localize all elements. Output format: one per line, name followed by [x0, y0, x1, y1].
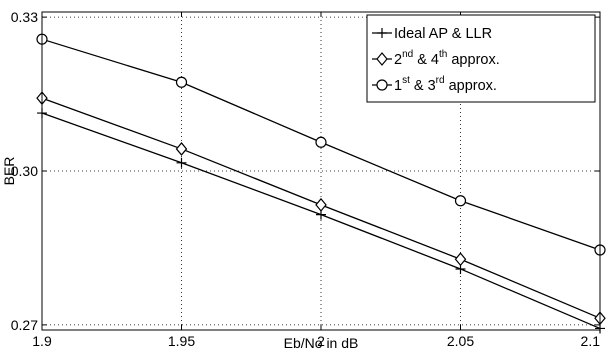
legend-marker-diamond	[376, 52, 388, 66]
data-point-plus	[176, 157, 187, 168]
y-tick-label: 0.27	[11, 317, 38, 333]
tick-layer: 1.9 1.95 2 2.05 2.1 0.27 0.30 0.33	[11, 9, 601, 349]
data-point-diamond	[175, 142, 188, 156]
x-tick-label: 1.9	[32, 333, 52, 349]
y-axis-label: BER	[1, 157, 17, 186]
data-point-circle	[454, 195, 467, 207]
legend-label: 2nd​ & 4th​ approx.	[394, 49, 500, 68]
x-tick-label: 2.05	[447, 333, 474, 349]
legend-label: Ideal AP & LLR	[394, 26, 492, 42]
legend: Ideal AP & LLR 2nd​ & 4th​ approx. 1st​ & …	[366, 14, 596, 103]
legend-box	[366, 14, 596, 103]
series-diamond	[36, 91, 606, 326]
data-point-diamond	[315, 197, 327, 212]
data-point-circle	[315, 136, 327, 148]
x-tick-label: 2	[317, 333, 325, 349]
x-tick-label: 1.95	[168, 333, 195, 349]
x-tick-label: 2.1	[581, 333, 601, 349]
data-point-circle	[175, 76, 188, 88]
legend-item: Ideal AP & LLR	[372, 26, 492, 42]
legend-label: 1st​ & 3rd​ approx.	[394, 75, 497, 94]
x-axis-label: Eb/No in dB	[284, 335, 359, 351]
y-tick-label: 0.33	[11, 9, 38, 25]
legend-item: 1st​ & 3rd​ approx.	[372, 75, 497, 94]
data-point-diamond	[454, 252, 467, 267]
legend-item: 2nd​ & 4th​ approx.	[372, 49, 500, 68]
legend-marker-circle	[376, 79, 388, 91]
legend-marker-plus	[377, 28, 387, 38]
y-tick-label: 0.30	[11, 163, 38, 179]
